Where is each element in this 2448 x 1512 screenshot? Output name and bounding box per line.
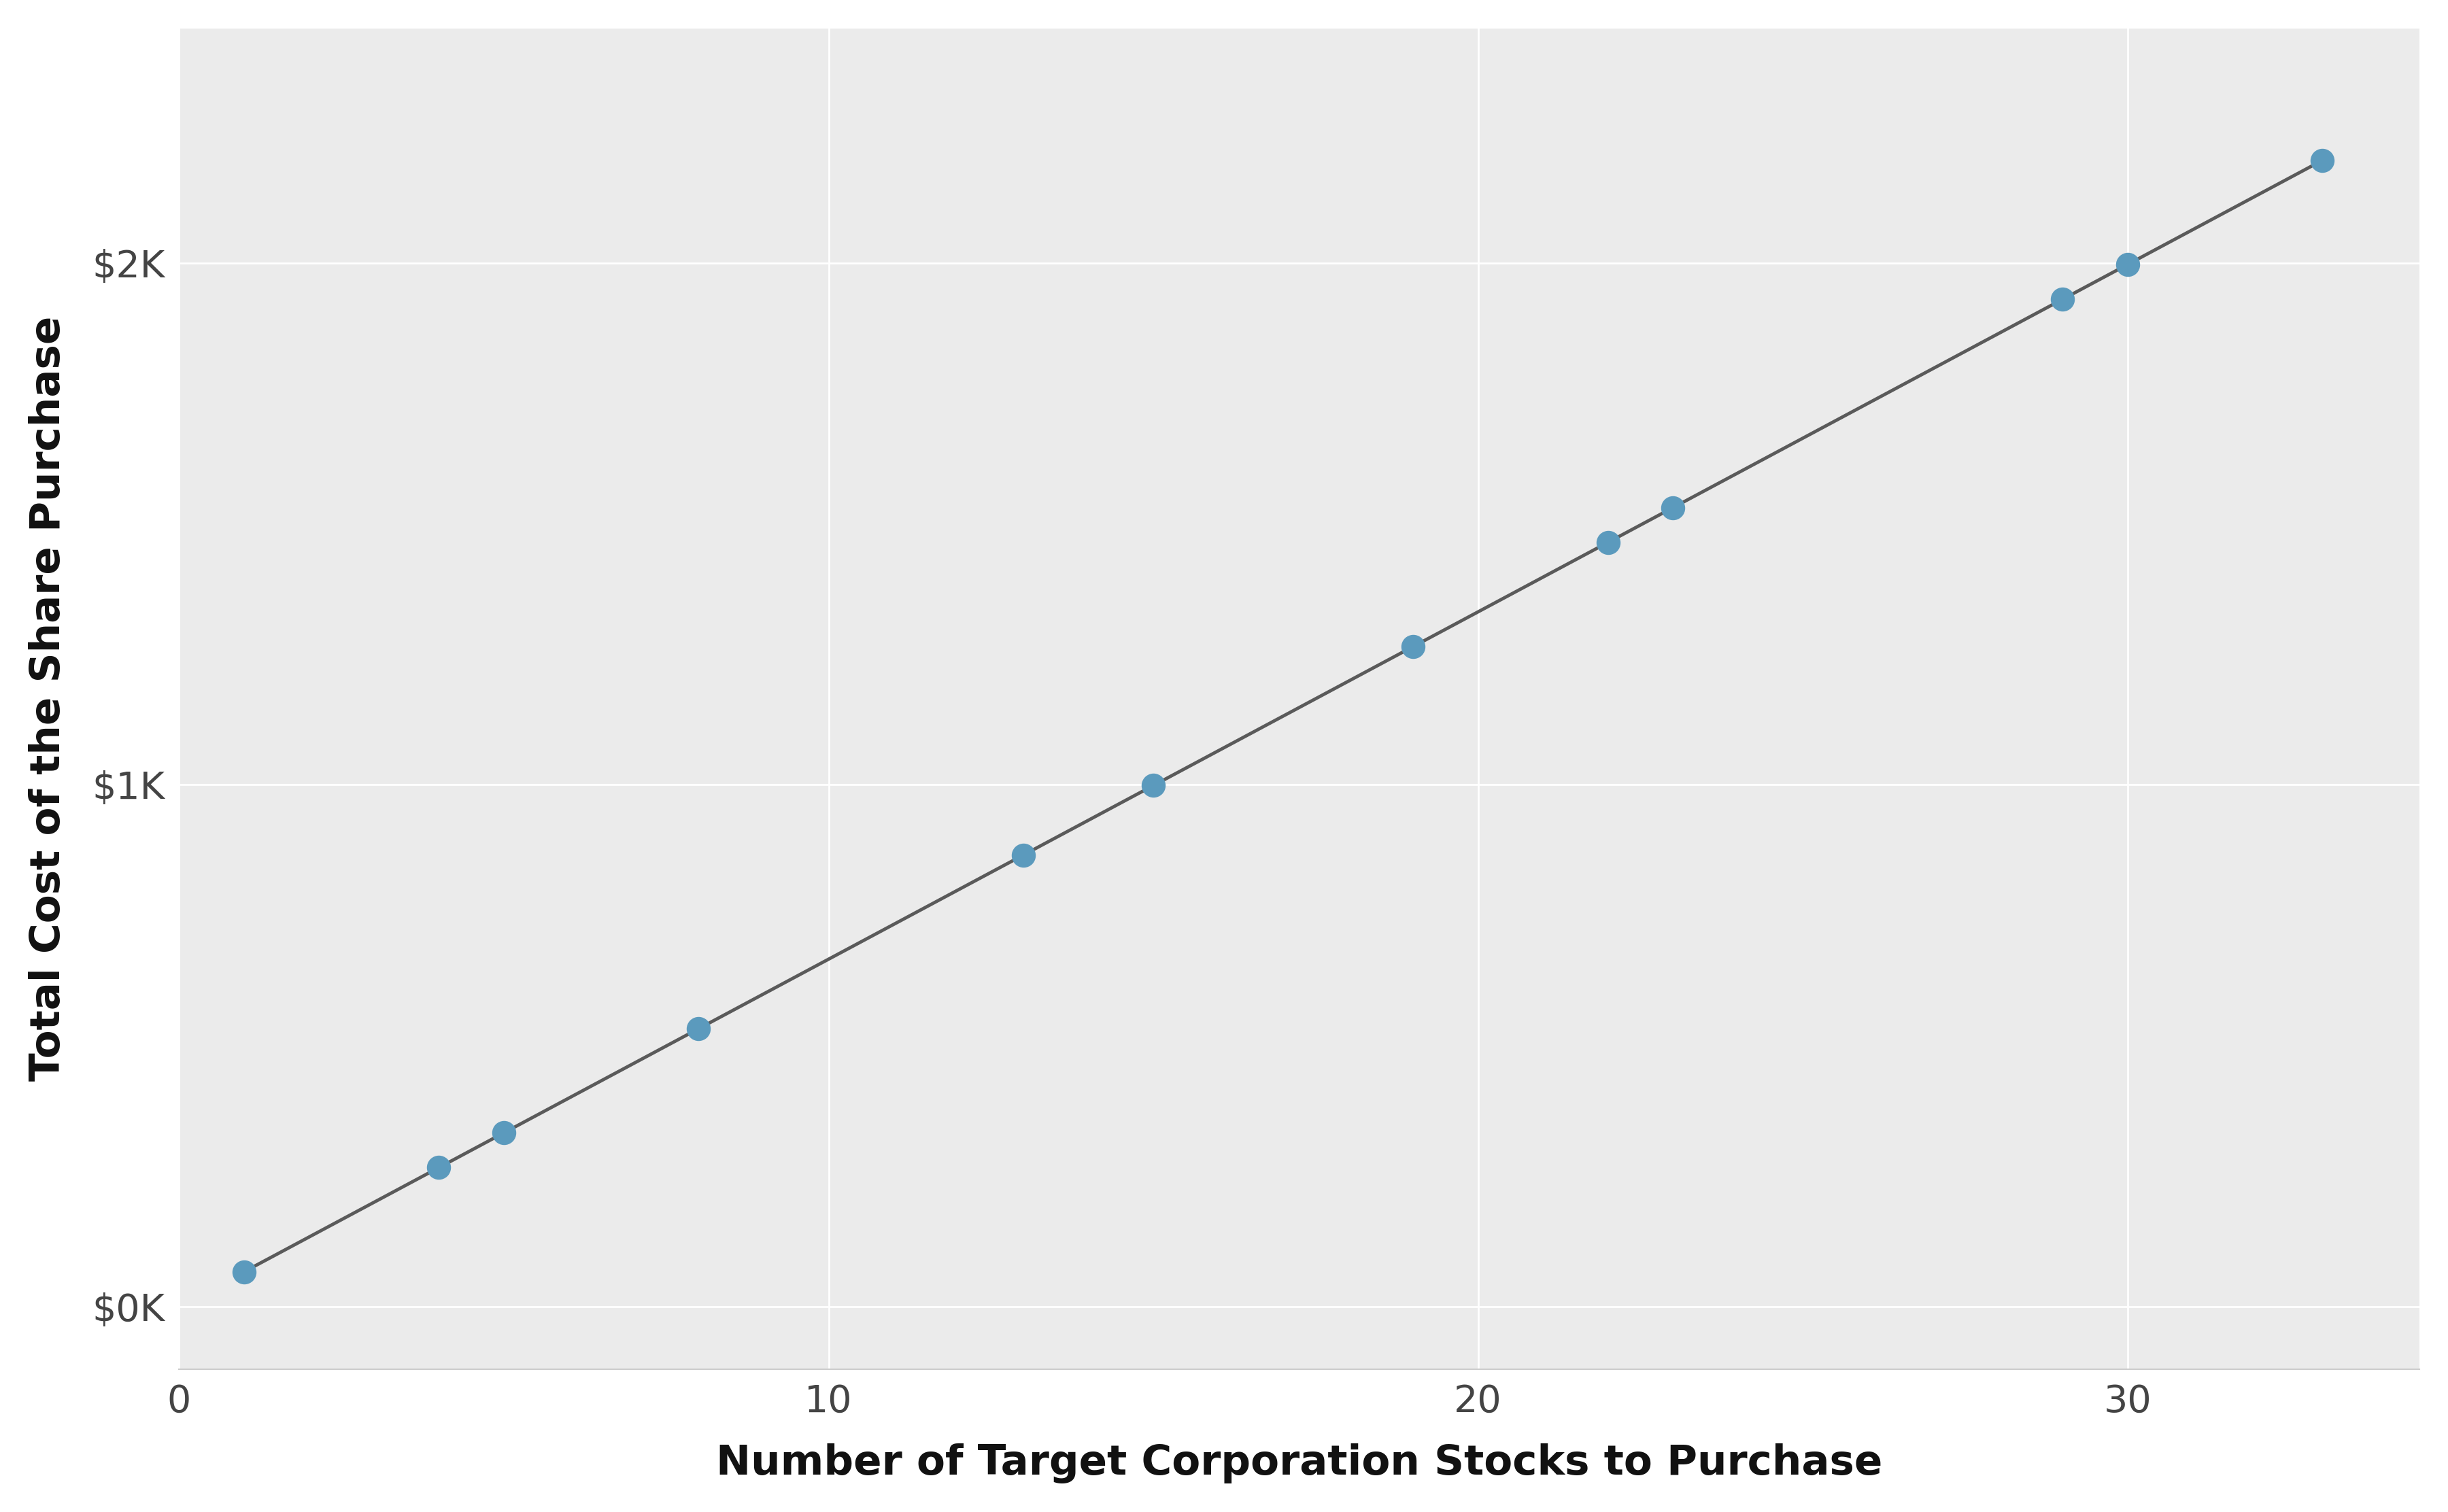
Point (1004, 842, 1043, 866)
Point (2304, 148, 2343, 172)
Point (225, 1259, 264, 1284)
Point (1589, 531, 1628, 555)
Point (2108, 253, 2147, 277)
Point (2044, 287, 2083, 311)
Point (1133, 774, 1173, 798)
Point (678, 1016, 717, 1040)
Point (485, 1120, 524, 1145)
Y-axis label: Total Cost of the Share Purchase: Total Cost of the Share Purchase (29, 316, 69, 1081)
Point (1393, 635, 1432, 659)
Point (419, 1155, 458, 1179)
Point (1652, 496, 1692, 520)
X-axis label: Number of Target Corporation Stocks to Purchase: Number of Target Corporation Stocks to P… (717, 1444, 1883, 1483)
